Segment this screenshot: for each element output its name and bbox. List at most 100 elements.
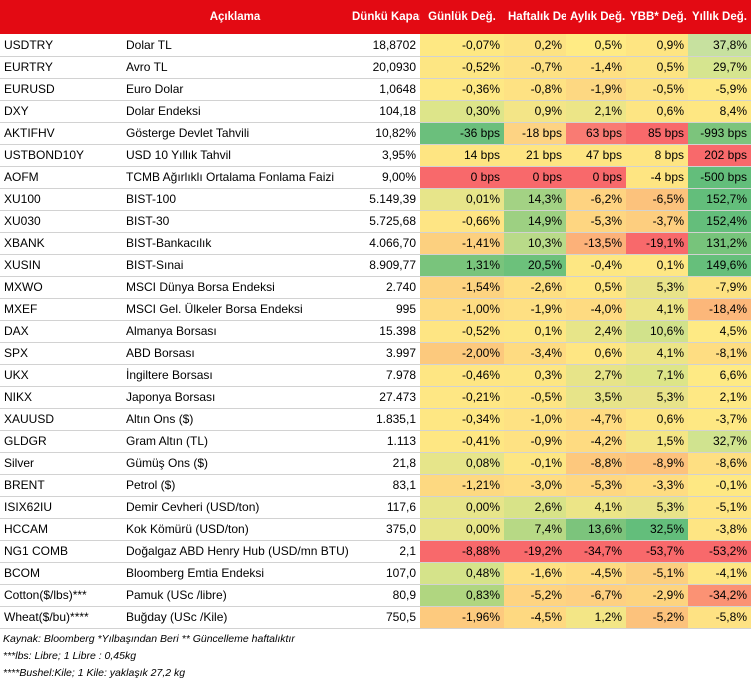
instrument-description: Altın Ons ($) [122,408,348,431]
table-row: USDTRY Dolar TL 18,8702 -0,07% 0,2% 0,5% 0,9% 3… [0,34,751,57]
table-row: UKX İngiltere Borsası 7.978 -0,46% 0,3% 2,7% 7… [0,364,751,387]
daily-change-cell: 1,31% [420,254,504,277]
instrument-description: MSCI Gel. Ülkeler Borsa Endeksi [122,298,348,321]
monthly-change-cell: 13,6% [566,518,626,541]
yearly-change-cell: 6,6% [688,364,751,387]
ytd-change-cell: -53,7% [626,540,688,563]
weekly-change-cell: 7,4% [504,518,566,541]
weekly-change-cell: -2,6% [504,276,566,299]
daily-change-cell: -0,21% [420,386,504,409]
previous-close: 27.473 [348,386,420,409]
previous-close: 4.066,70 [348,232,420,255]
previous-close: 18,8702 [348,34,420,57]
instrument-description: Doğalgaz ABD Henry Hub (USD/mn BTU) [122,540,348,563]
monthly-change-cell: -5,3% [566,210,626,233]
previous-close: 3,95% [348,144,420,167]
monthly-change-cell: 3,5% [566,386,626,409]
instrument-code: XU030 [0,210,122,233]
weekly-change-cell: -1,6% [504,562,566,585]
ytd-change-cell: 4,1% [626,342,688,365]
monthly-change-cell: -4,5% [566,562,626,585]
daily-change-cell: 0,00% [420,496,504,519]
instrument-code: DXY [0,100,122,123]
yearly-change-cell: 131,2% [688,232,751,255]
ytd-change-cell: -19,1% [626,232,688,255]
ytd-change-cell: 5,3% [626,386,688,409]
ytd-change-cell: 7,1% [626,364,688,387]
table-row: MXEF MSCI Gel. Ülkeler Borsa Endeksi 995 -1… [0,298,751,321]
yearly-change-cell: 202 bps [688,144,751,167]
previous-close: 21,8 [348,452,420,475]
ytd-change-cell: -3,7% [626,210,688,233]
yearly-change-cell: -18,4% [688,298,751,321]
yearly-change-cell: -8,1% [688,342,751,365]
ytd-change-cell: -2,9% [626,584,688,607]
previous-close: 375,0 [348,518,420,541]
weekly-change-cell: 0,1% [504,320,566,343]
daily-change-cell: -0,46% [420,364,504,387]
yearly-change-cell: 152,4% [688,210,751,233]
weekly-change-cell: -18 bps [504,122,566,145]
monthly-change-cell: -34,7% [566,540,626,563]
instrument-code: DAX [0,320,122,343]
instrument-description: Japonya Borsası [122,386,348,409]
weekly-change-cell: -0,9% [504,430,566,453]
daily-change-cell: -0,07% [420,34,504,57]
yearly-change-cell: -53,2% [688,540,751,563]
instrument-code: SPX [0,342,122,365]
weekly-change-cell: -3,4% [504,342,566,365]
previous-close: 9,00% [348,166,420,189]
ytd-change-cell: -5,1% [626,562,688,585]
weekly-change-cell: -1,0% [504,408,566,431]
table-row: Silver Gümüş Ons ($) 21,8 0,08% -0,1% -8,8% -8… [0,452,751,475]
previous-close: 2.740 [348,276,420,299]
instrument-code: XBANK [0,232,122,255]
table-row: BCOM Bloomberg Emtia Endeksi 107,0 0,48% -1,… [0,562,751,585]
instrument-description: BIST-30 [122,210,348,233]
monthly-change-cell: -1,9% [566,78,626,101]
monthly-change-cell: 2,7% [566,364,626,387]
monthly-change-cell: 0,5% [566,34,626,57]
ytd-change-cell: -8,9% [626,452,688,475]
previous-close: 1.835,1 [348,408,420,431]
daily-change-cell: -0,34% [420,408,504,431]
instrument-code: NIKX [0,386,122,409]
yearly-change-cell: -3,7% [688,408,751,431]
previous-close: 995 [348,298,420,321]
daily-change-cell: 0,01% [420,188,504,211]
weekly-change-cell: -0,1% [504,452,566,475]
monthly-change-cell: 0,5% [566,276,626,299]
yearly-change-cell: 152,7% [688,188,751,211]
instrument-code: XUSIN [0,254,122,277]
ytd-change-cell: 0,1% [626,254,688,277]
yearly-change-cell: -7,9% [688,276,751,299]
instrument-code: USTBOND10Y [0,144,122,167]
daily-change-cell: -0,52% [420,56,504,79]
monthly-change-cell: -13,5% [566,232,626,255]
table-row: Cotton($/lbs)*** Pamuk (USc /libre) 80,9 0,… [0,584,751,607]
daily-change-cell: 0,48% [420,562,504,585]
previous-close: 8.909,77 [348,254,420,277]
ytd-change-cell: 0,9% [626,34,688,57]
instrument-code: UKX [0,364,122,387]
instrument-description: Demir Cevheri (USD/ton) [122,496,348,519]
instrument-code: XAUUSD [0,408,122,431]
instrument-code: BRENT [0,474,122,497]
ytd-change-cell: 8 bps [626,144,688,167]
daily-change-cell: 0,83% [420,584,504,607]
ytd-change-cell: -3,3% [626,474,688,497]
footnote-line: ****Bushel:Kile; 1 Kile: yaklaşık 27,2 k… [3,666,186,679]
previous-close: 117,6 [348,496,420,519]
previous-close: 750,5 [348,606,420,629]
instrument-description: MSCI Dünya Borsa Endeksi [122,276,348,299]
daily-change-cell: -8,88% [420,540,504,563]
instrument-description: Avro TL [122,56,348,79]
table-row: MXWO MSCI Dünya Borsa Endeksi 2.740 -1,54% -… [0,276,751,299]
previous-close: 80,9 [348,584,420,607]
yearly-change-cell: -4,1% [688,562,751,585]
monthly-change-cell: -6,2% [566,188,626,211]
table-row: NIKX Japonya Borsası 27.473 -0,21% -0,5% 3,5%… [0,386,751,409]
daily-change-cell: -1,00% [420,298,504,321]
instrument-description: Buğday (USc /Kile) [122,606,348,629]
previous-close: 15.398 [348,320,420,343]
